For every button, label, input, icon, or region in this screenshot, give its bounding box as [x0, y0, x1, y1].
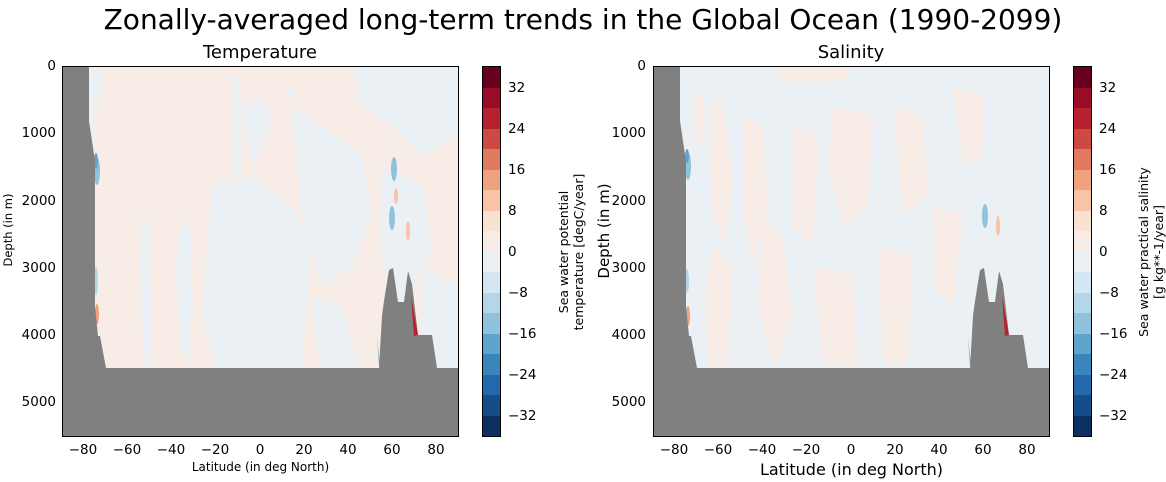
- temperature-ytick: 3000: [21, 260, 56, 276]
- salinity-ytick: 1000: [611, 125, 646, 141]
- temperature-ytick: 2000: [21, 193, 56, 209]
- salinity-ylabel: Depth (in m): [595, 183, 613, 279]
- salinity-xtick: −80: [659, 442, 689, 458]
- salinity-cbar-tick: 8: [1099, 203, 1108, 219]
- salinity-xtick: 0: [846, 442, 856, 458]
- temperature-cbar-tick: 32: [508, 80, 526, 96]
- salinity-cbar-tick: 32: [1099, 80, 1117, 96]
- temperature-xtick: 80: [427, 442, 445, 458]
- salinity-xlabel: Latitude (in deg North): [759, 460, 944, 479]
- salinity-title: Salinity: [817, 42, 885, 63]
- temperature-cbar-tick: −24: [508, 367, 537, 383]
- temperature-xtick: −60: [112, 442, 142, 458]
- temperature-cbar-tick: −16: [508, 326, 537, 342]
- temperature-cbar-tick: 0: [508, 244, 517, 260]
- salinity-ytick: 2000: [611, 193, 646, 209]
- temperature-xtick: 0: [255, 442, 265, 458]
- salinity-xtick: −40: [747, 442, 777, 458]
- salinity-plot-area: [653, 66, 1050, 437]
- temperature-ytick: 0: [47, 58, 56, 74]
- temperature-cbar-tick: −32: [508, 408, 537, 424]
- temperature-xlabel: Latitude (in deg North): [191, 460, 330, 474]
- salinity-cbar-tick: 0: [1099, 244, 1108, 260]
- salinity-xtick: 60: [974, 442, 992, 458]
- temperature-colorbar: [482, 66, 501, 437]
- temperature-cbar-tick: −8: [508, 285, 528, 301]
- salinity-ytick: 0: [637, 58, 646, 74]
- temperature-cbar-tick: 24: [508, 121, 526, 137]
- temperature-plot-area: [62, 66, 459, 437]
- temperature-xtick: 60: [383, 442, 401, 458]
- salinity-ytick: 4000: [611, 327, 646, 343]
- temperature-xtick: 40: [339, 442, 357, 458]
- land-mask: [62, 66, 115, 437]
- salinity-xtick: −20: [791, 442, 821, 458]
- salinity-ytick: 3000: [611, 260, 646, 276]
- temperature-ytick: 1000: [21, 125, 56, 141]
- salinity-cbar-tick: −16: [1099, 326, 1128, 342]
- salinity-cbar-tick: −32: [1099, 408, 1128, 424]
- temperature-cbar-tick: 8: [508, 203, 517, 219]
- salinity-colorbar-label: Sea water practical salinity [g kg**-1/y…: [1136, 167, 1166, 337]
- temperature-title: Temperature: [202, 42, 318, 63]
- salinity-xtick: 80: [1018, 442, 1036, 458]
- salinity-cbar-tick: −24: [1099, 367, 1128, 383]
- salinity-xtick: 40: [930, 442, 948, 458]
- figure-title: Zonally-averaged long-term trends in the…: [103, 3, 1063, 36]
- salinity-colorbar: [1073, 66, 1092, 437]
- salinity-cbar-tick: 16: [1099, 162, 1117, 178]
- temperature-ytick: 5000: [21, 394, 56, 410]
- temperature-ytick: 4000: [21, 327, 56, 343]
- salinity-xtick: 20: [886, 442, 904, 458]
- temperature-xtick: −80: [68, 442, 98, 458]
- salinity-xtick: −60: [703, 442, 733, 458]
- temperature-cbar-tick: 16: [508, 162, 526, 178]
- temperature-xtick: −40: [156, 442, 186, 458]
- temperature-xtick: −20: [200, 442, 230, 458]
- salinity-cbar-tick: −8: [1099, 285, 1119, 301]
- salinity-cbar-tick: 24: [1099, 121, 1117, 137]
- salinity-ytick: 5000: [611, 394, 646, 410]
- temperature-xtick: 20: [295, 442, 313, 458]
